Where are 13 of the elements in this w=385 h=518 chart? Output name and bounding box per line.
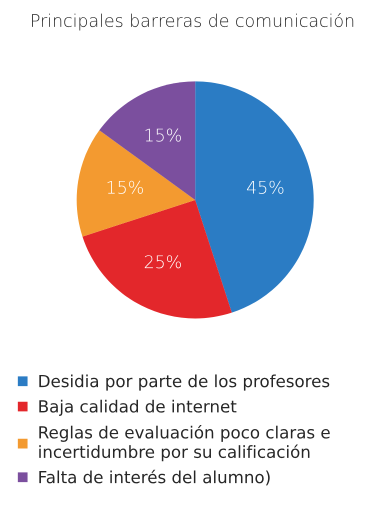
data-label: 15% [108, 180, 143, 194]
data-label: 25% [144, 255, 181, 268]
legend-label: Desidia por parte de los profesores [39, 374, 330, 391]
pie-slice [99, 81, 196, 200]
legend-label: Baja calidad de internet [39, 400, 236, 416]
chart-title: Principales barreras de comunicación [32, 12, 354, 30]
legend-label: Falta de interés del alumno) [39, 470, 270, 486]
pie-slice [76, 130, 196, 237]
data-label: 45% [246, 180, 284, 194]
pie-slice [195, 81, 314, 313]
data-label: 15% [146, 128, 181, 142]
legend-label: Reglas de evaluación poco claras e incertidumbre por su calificación [39, 425, 330, 462]
pie-slice [82, 200, 232, 318]
